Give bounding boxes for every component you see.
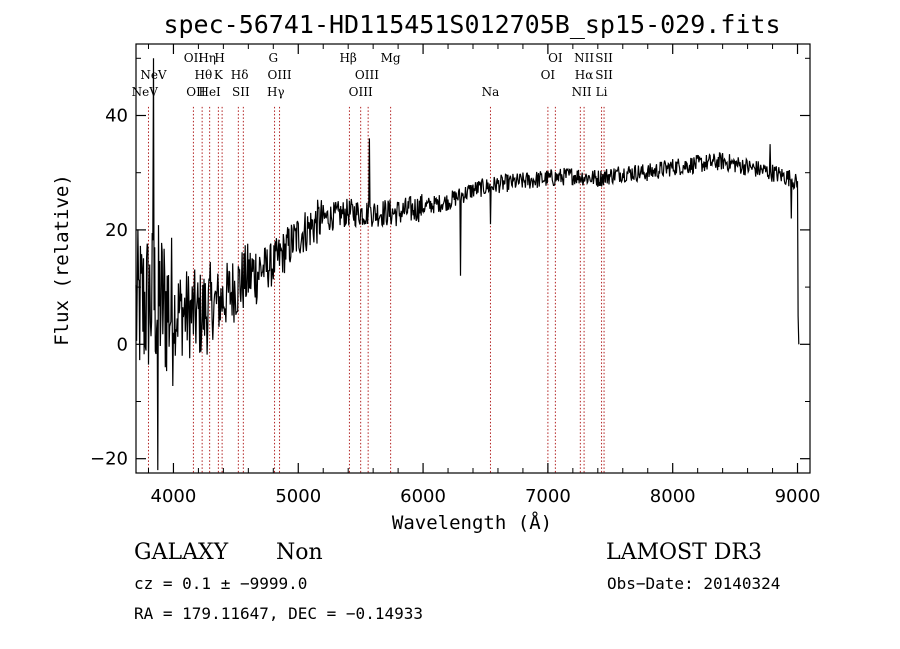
line-label-13: Hγ <box>267 85 285 99</box>
x-tick-label-5000: 5000 <box>275 486 321 507</box>
line-label-9: Hδ <box>231 68 249 82</box>
survey-label: LAMOST DR3 <box>606 540 762 565</box>
line-label-12: OIII <box>268 68 292 82</box>
x-tick-label-4000: 4000 <box>151 486 197 507</box>
x-tick-label-7000: 7000 <box>525 486 571 507</box>
x-axis-label: Wavelength (Å) <box>392 511 552 534</box>
line-label-14: Hβ <box>339 51 356 65</box>
x-tick-label-8000: 8000 <box>650 486 696 507</box>
line-label-22: SII <box>595 51 613 65</box>
y-tick-label-0: 0 <box>117 334 128 355</box>
line-label-15: OIII <box>355 68 379 82</box>
axis-ticks: 4000 5000 6000 7000 8000 9000 −20 0 20 40 <box>90 44 820 507</box>
flux-series-line <box>135 58 800 471</box>
line-label-7: H <box>214 51 224 65</box>
y-tick-label-20: 20 <box>105 220 128 241</box>
line-label-10: SII <box>232 85 250 99</box>
cz-readout: cz = 0.1 ± −9999.0 <box>134 574 307 593</box>
line-label-8: K <box>214 68 224 82</box>
line-label-17: Mg <box>381 51 401 65</box>
line-label-3: OII <box>186 85 206 99</box>
chart-title: spec-56741-HD115451S012705B_sp15-029.fit… <box>163 10 780 39</box>
y-tick-label--20: −20 <box>90 449 128 470</box>
line-label-0: NeV <box>132 85 159 99</box>
spectral-line-markers <box>147 106 605 473</box>
line-label-25: NII <box>572 85 592 99</box>
line-label-19: OI <box>548 51 563 65</box>
x-tick-label-9000: 9000 <box>775 486 821 507</box>
line-label-24: SII <box>595 68 613 82</box>
line-label-4: Hθ <box>195 68 213 82</box>
line-label-20: OI <box>541 68 556 82</box>
object-class-label: GALAXY <box>134 540 229 565</box>
plot-frame <box>135 43 811 474</box>
obs-date-readout: Obs−Date: 20140324 <box>607 574 780 593</box>
line-label-26: Li <box>596 85 608 99</box>
x-tick-label-6000: 6000 <box>400 486 446 507</box>
line-label-18: Na <box>482 85 500 99</box>
line-label-2: OII <box>184 51 204 65</box>
radec-readout: RA = 179.11647, DEC = −0.14933 <box>134 604 423 623</box>
line-label-6: HeI <box>198 85 221 99</box>
line-label-11: G <box>268 51 278 65</box>
y-axis-label: Flux (relative) <box>51 174 73 346</box>
object-subclass-label: Non <box>276 540 323 565</box>
line-label-16: OIII <box>349 85 373 99</box>
line-label-5: Hη <box>198 51 216 65</box>
line-label-23: Hα <box>575 68 594 82</box>
line-label-21: NII <box>574 51 594 65</box>
y-tick-label-40: 40 <box>105 106 128 127</box>
